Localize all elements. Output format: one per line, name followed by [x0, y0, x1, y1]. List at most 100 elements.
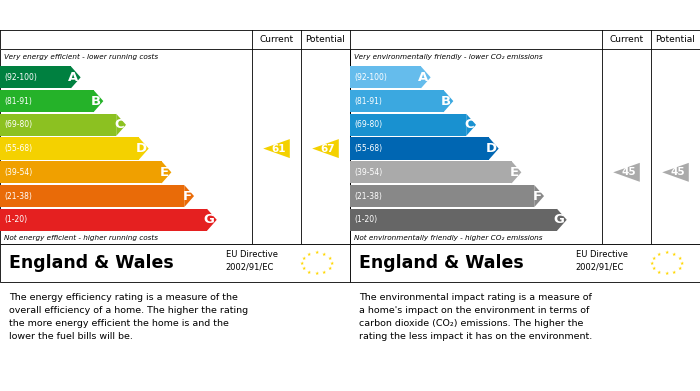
- Bar: [350, 66, 421, 88]
- Text: The energy efficiency rating is a measure of the
overall efficiency of a home. T: The energy efficiency rating is a measur…: [8, 293, 248, 341]
- Text: ★: ★: [302, 256, 306, 260]
- Text: (21-38): (21-38): [4, 192, 32, 201]
- Text: Not energy efficient - higher running costs: Not energy efficient - higher running co…: [4, 235, 158, 241]
- Text: (55-68): (55-68): [354, 144, 382, 153]
- Text: ★: ★: [328, 256, 332, 260]
- Text: C: C: [114, 118, 124, 131]
- Bar: [0, 114, 116, 136]
- Text: ★: ★: [672, 252, 676, 257]
- Polygon shape: [71, 66, 80, 88]
- Bar: [0, 66, 71, 88]
- Text: ★: ★: [657, 270, 662, 275]
- Text: ★: ★: [672, 270, 676, 275]
- Text: Very environmentally friendly - lower CO₂ emissions: Very environmentally friendly - lower CO…: [354, 54, 542, 60]
- Text: (81-91): (81-91): [354, 97, 382, 106]
- Polygon shape: [489, 138, 498, 160]
- Bar: [350, 185, 534, 207]
- Text: Potential: Potential: [306, 35, 345, 44]
- Polygon shape: [662, 163, 689, 182]
- Text: ★: ★: [664, 271, 669, 276]
- Text: (1-20): (1-20): [4, 215, 27, 224]
- Text: ★: ★: [322, 270, 326, 275]
- Text: ★: ★: [657, 252, 662, 257]
- Text: ★: ★: [680, 261, 684, 266]
- Bar: [0, 209, 207, 231]
- Text: ★: ★: [330, 261, 334, 266]
- Text: Current: Current: [610, 35, 643, 44]
- Text: ★: ★: [664, 250, 669, 255]
- Text: (69-80): (69-80): [4, 120, 32, 129]
- Polygon shape: [94, 90, 104, 112]
- Text: E: E: [510, 166, 519, 179]
- Text: (39-54): (39-54): [354, 168, 382, 177]
- Text: (92-100): (92-100): [354, 73, 387, 82]
- Text: England & Wales: England & Wales: [8, 254, 174, 273]
- Text: ★: ★: [314, 271, 319, 276]
- Polygon shape: [162, 161, 172, 183]
- Text: (81-91): (81-91): [4, 97, 32, 106]
- Text: B: B: [441, 95, 452, 108]
- Bar: [350, 114, 466, 136]
- Polygon shape: [512, 161, 522, 183]
- Polygon shape: [184, 185, 194, 207]
- Bar: [350, 161, 512, 183]
- Bar: [350, 209, 557, 231]
- Text: Environmental Impact (CO₂) Rating: Environmental Impact (CO₂) Rating: [358, 9, 605, 22]
- Text: ★: ★: [307, 252, 312, 257]
- Text: C: C: [464, 118, 474, 131]
- Polygon shape: [312, 139, 339, 158]
- Text: A: A: [419, 71, 428, 84]
- Polygon shape: [557, 209, 567, 231]
- Text: F: F: [533, 190, 542, 203]
- Text: 45: 45: [670, 167, 685, 178]
- Text: ★: ★: [678, 256, 682, 260]
- Text: G: G: [554, 213, 565, 226]
- Polygon shape: [466, 114, 476, 136]
- Text: ★: ★: [314, 250, 319, 255]
- Text: Potential: Potential: [656, 35, 695, 44]
- Text: EU Directive
2002/91/EC: EU Directive 2002/91/EC: [225, 249, 278, 271]
- Text: D: D: [136, 142, 146, 155]
- Text: Very energy efficient - lower running costs: Very energy efficient - lower running co…: [4, 54, 158, 60]
- Text: Current: Current: [260, 35, 293, 44]
- Text: ★: ★: [300, 261, 304, 266]
- Text: Energy Efficiency Rating: Energy Efficiency Rating: [8, 9, 181, 22]
- Text: (1-20): (1-20): [354, 215, 377, 224]
- Polygon shape: [139, 138, 148, 160]
- Text: 67: 67: [320, 143, 335, 154]
- Text: ★: ★: [328, 266, 332, 271]
- Text: F: F: [183, 190, 192, 203]
- Polygon shape: [263, 139, 290, 158]
- Bar: [0, 161, 162, 183]
- Text: ★: ★: [652, 256, 656, 260]
- Bar: [0, 185, 184, 207]
- Text: EU Directive
2002/91/EC: EU Directive 2002/91/EC: [575, 249, 628, 271]
- Polygon shape: [421, 66, 430, 88]
- Text: (21-38): (21-38): [354, 192, 382, 201]
- Polygon shape: [207, 209, 217, 231]
- Text: ★: ★: [307, 270, 312, 275]
- Text: B: B: [91, 95, 101, 108]
- Text: Not environmentally friendly - higher CO₂ emissions: Not environmentally friendly - higher CO…: [354, 235, 542, 241]
- Text: E: E: [160, 166, 169, 179]
- Text: D: D: [486, 142, 496, 155]
- Text: ★: ★: [322, 252, 326, 257]
- Bar: [0, 138, 139, 160]
- Text: 45: 45: [621, 167, 636, 178]
- Text: England & Wales: England & Wales: [358, 254, 524, 273]
- Polygon shape: [444, 90, 454, 112]
- Polygon shape: [116, 114, 126, 136]
- Text: The environmental impact rating is a measure of
a home's impact on the environme: The environmental impact rating is a mea…: [358, 293, 592, 341]
- Text: (92-100): (92-100): [4, 73, 37, 82]
- Text: (55-68): (55-68): [4, 144, 32, 153]
- Text: 61: 61: [271, 143, 286, 154]
- Polygon shape: [534, 185, 544, 207]
- Polygon shape: [613, 163, 640, 182]
- Bar: [0, 90, 94, 112]
- Bar: [350, 138, 489, 160]
- Text: (39-54): (39-54): [4, 168, 32, 177]
- Text: ★: ★: [652, 266, 656, 271]
- Bar: [350, 90, 444, 112]
- Text: A: A: [69, 71, 78, 84]
- Text: ★: ★: [650, 261, 654, 266]
